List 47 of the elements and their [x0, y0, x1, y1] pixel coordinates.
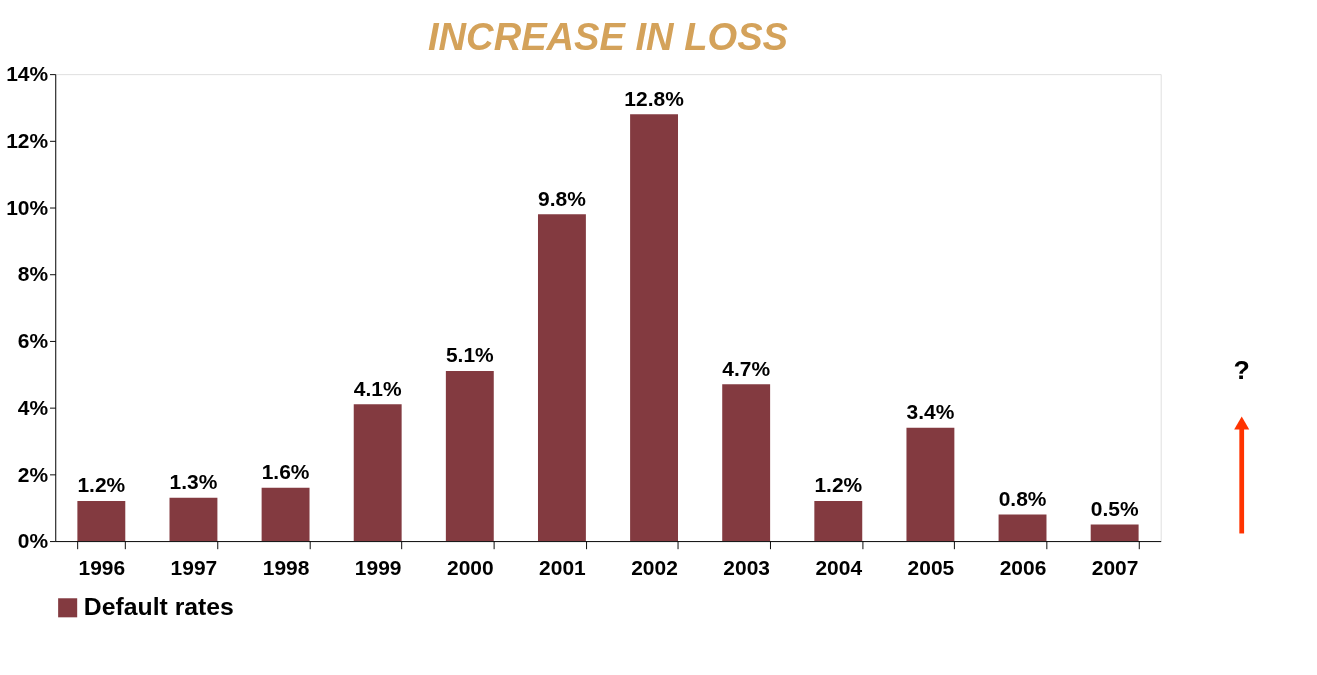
data-label: 12.8%: [624, 86, 685, 110]
data-label: 1.6%: [261, 460, 310, 484]
y-tick-label: 12%: [6, 128, 49, 152]
y-tick-label: 2%: [17, 462, 49, 486]
y-tick-label: 4%: [17, 395, 49, 419]
data-label: 0.8%: [998, 486, 1047, 510]
bar: [445, 370, 494, 542]
data-label: 1.3%: [169, 470, 218, 494]
y-tick-label: 10%: [6, 195, 49, 219]
bar: [169, 497, 218, 542]
bar: [537, 214, 586, 542]
data-label: 0.5%: [1090, 496, 1139, 520]
bar: [353, 404, 402, 542]
y-tick-label: 6%: [17, 329, 49, 353]
x-tick-label: 2003: [723, 555, 770, 579]
data-label: 5.1%: [445, 343, 495, 367]
bar: [630, 114, 678, 542]
legend-label: Default rates: [83, 593, 234, 621]
x-tick-label: 1998: [262, 555, 310, 579]
bar: [261, 487, 310, 542]
x-tick-label: 2005: [907, 555, 955, 579]
bar: [998, 514, 1047, 542]
bar: [77, 501, 126, 542]
x-tick-label: 1999: [354, 555, 402, 579]
bar: [722, 384, 771, 542]
data-label: 9.8%: [538, 186, 587, 210]
bar: [906, 427, 955, 542]
y-tick-label: 8%: [17, 262, 49, 286]
data-label: 4.1%: [353, 376, 402, 400]
x-tick-label: 1996: [78, 555, 126, 579]
x-tick-label: 2007: [1091, 555, 1139, 579]
x-tick-label: 2002: [631, 555, 678, 579]
data-label: 4.7%: [722, 356, 771, 380]
text: ?: [1233, 355, 1250, 386]
x-tick-label: 1997: [170, 555, 218, 579]
data-label: 1.2%: [814, 473, 863, 497]
chart-title: INCREASE IN LOSS: [428, 16, 789, 59]
y-tick-label: 0%: [17, 529, 49, 553]
bar: [1090, 524, 1139, 542]
bar: [814, 501, 863, 542]
x-tick-label: 2001: [539, 555, 587, 579]
x-tick-label: 2004: [815, 555, 863, 579]
y-tick-label: 14%: [6, 62, 49, 86]
x-tick-label: 2006: [999, 555, 1047, 579]
data-label: 3.4%: [906, 400, 955, 424]
x-tick-label: 2000: [446, 555, 494, 579]
data-label: 1.2%: [77, 473, 126, 497]
